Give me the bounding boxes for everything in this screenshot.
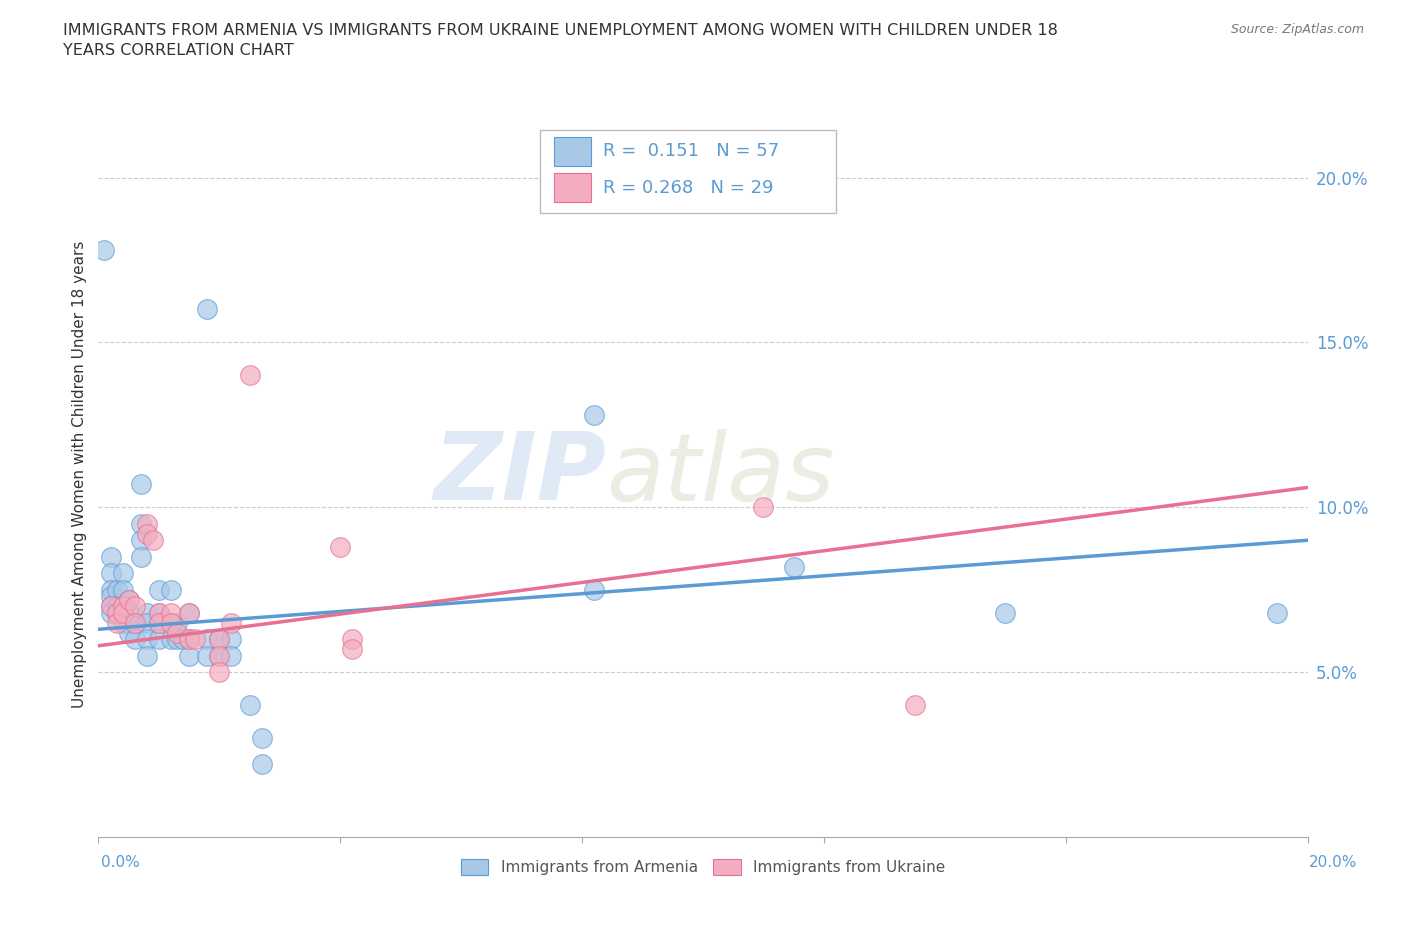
Point — [208, 631, 231, 646]
Point — [160, 616, 183, 631]
Legend: Immigrants from Armenia, Immigrants from Ukraine: Immigrants from Armenia, Immigrants from… — [454, 854, 952, 882]
Point — [250, 757, 273, 772]
Point — [129, 533, 152, 548]
Point — [904, 698, 927, 712]
Point — [195, 631, 218, 646]
Point — [208, 648, 231, 663]
Point — [160, 616, 183, 631]
Point — [111, 605, 134, 620]
Point — [184, 631, 207, 646]
Point — [148, 582, 170, 597]
Point — [100, 599, 122, 614]
Point — [148, 631, 170, 646]
Point — [129, 550, 152, 565]
Text: ZIP: ZIP — [433, 429, 606, 520]
Point — [342, 642, 364, 657]
Point — [105, 616, 128, 631]
Y-axis label: Unemployment Among Women with Children Under 18 years: Unemployment Among Women with Children U… — [72, 241, 87, 708]
Point — [118, 605, 141, 620]
Point — [118, 625, 141, 640]
Point — [195, 648, 218, 663]
Point — [124, 599, 146, 614]
Point — [111, 599, 134, 614]
Point — [221, 648, 243, 663]
Point — [166, 616, 188, 631]
Point — [195, 302, 218, 317]
Point — [111, 616, 134, 631]
Point — [135, 616, 157, 631]
Point — [342, 631, 364, 646]
Point — [160, 582, 183, 597]
Point — [1267, 605, 1289, 620]
Point — [239, 368, 262, 383]
Text: R = 0.268   N = 29: R = 0.268 N = 29 — [603, 179, 773, 197]
Text: IMMIGRANTS FROM ARMENIA VS IMMIGRANTS FROM UKRAINE UNEMPLOYMENT AMONG WOMEN WITH: IMMIGRANTS FROM ARMENIA VS IMMIGRANTS FR… — [63, 23, 1059, 58]
Point — [179, 605, 201, 620]
Point — [208, 648, 231, 663]
Bar — [554, 173, 591, 203]
Point — [100, 599, 122, 614]
Point — [100, 605, 122, 620]
Point — [105, 599, 128, 614]
Point — [105, 605, 128, 620]
Point — [118, 592, 141, 607]
Point — [166, 631, 188, 646]
Point — [160, 605, 183, 620]
Point — [583, 582, 606, 597]
Bar — [554, 137, 591, 166]
Point — [148, 605, 170, 620]
Point — [100, 589, 122, 604]
Point — [179, 631, 201, 646]
Point — [148, 616, 170, 631]
Point — [994, 605, 1017, 620]
Point — [135, 605, 157, 620]
Point — [135, 526, 157, 541]
Point — [118, 592, 141, 607]
Point — [208, 631, 231, 646]
Point — [166, 625, 188, 640]
Point — [135, 648, 157, 663]
Point — [100, 550, 122, 565]
Point — [179, 631, 201, 646]
Point — [124, 631, 146, 646]
FancyBboxPatch shape — [540, 130, 837, 213]
Point — [111, 565, 134, 580]
Point — [100, 582, 122, 597]
Point — [129, 477, 152, 492]
Point — [221, 616, 243, 631]
Text: Source: ZipAtlas.com: Source: ZipAtlas.com — [1230, 23, 1364, 36]
Point — [329, 539, 352, 554]
Point — [172, 631, 194, 646]
Point — [129, 516, 152, 531]
Point — [160, 631, 183, 646]
Point — [752, 499, 775, 514]
Point — [100, 565, 122, 580]
Point — [250, 731, 273, 746]
Point — [239, 698, 262, 712]
Point — [135, 516, 157, 531]
Point — [105, 605, 128, 620]
Point — [583, 407, 606, 422]
Text: R =  0.151   N = 57: R = 0.151 N = 57 — [603, 142, 779, 161]
Point — [179, 648, 201, 663]
Point — [124, 616, 146, 631]
Point — [179, 605, 201, 620]
Point — [118, 616, 141, 631]
Text: 0.0%: 0.0% — [101, 855, 141, 870]
Point — [208, 665, 231, 680]
Text: 20.0%: 20.0% — [1309, 855, 1357, 870]
Point — [142, 533, 165, 548]
Point — [221, 631, 243, 646]
Point — [111, 582, 134, 597]
Point — [111, 605, 134, 620]
Point — [105, 582, 128, 597]
Point — [783, 559, 806, 574]
Point — [111, 599, 134, 614]
Point — [124, 616, 146, 631]
Point — [135, 631, 157, 646]
Point — [93, 243, 115, 258]
Point — [148, 605, 170, 620]
Point — [148, 616, 170, 631]
Text: atlas: atlas — [606, 429, 835, 520]
